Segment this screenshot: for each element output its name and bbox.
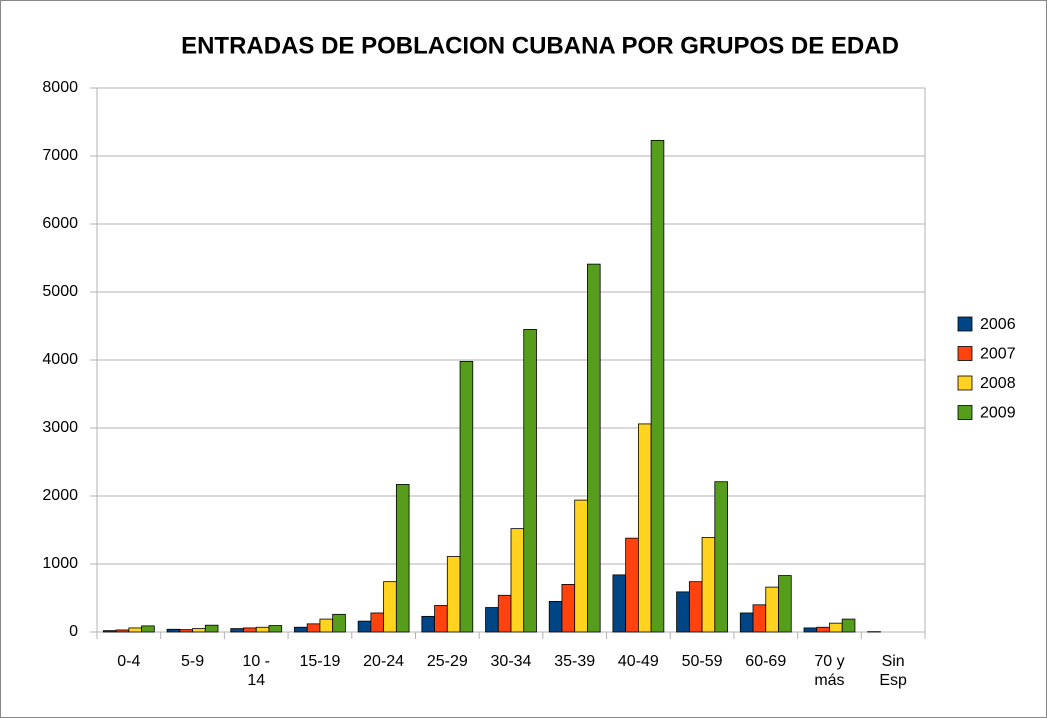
y-tick-label: 1000 xyxy=(42,555,78,572)
bar xyxy=(370,612,385,633)
bar xyxy=(255,626,270,633)
bar xyxy=(676,591,690,633)
legend-label: 2009 xyxy=(980,405,1016,422)
y-tick-label: 3000 xyxy=(42,419,78,436)
bar xyxy=(485,607,499,633)
y-tick-label: 2000 xyxy=(42,487,78,504)
x-tick-label: 50-59 xyxy=(681,653,723,670)
x-tick-label: 70 y más xyxy=(814,653,845,689)
bar xyxy=(765,586,779,633)
bar xyxy=(701,537,716,633)
bar xyxy=(204,624,219,633)
legend-swatch xyxy=(957,405,973,420)
bar xyxy=(230,628,244,633)
bar xyxy=(459,360,474,633)
legend-label: 2007 xyxy=(980,346,1016,363)
bar xyxy=(803,627,818,633)
x-tick-label: 30-34 xyxy=(490,653,532,670)
bar xyxy=(625,537,639,633)
bar xyxy=(841,618,856,633)
x-tick-label: 25-29 xyxy=(426,653,468,670)
bar xyxy=(752,604,767,633)
x-tick-label: 10 - 14 xyxy=(242,653,270,689)
y-tick-label: 0 xyxy=(69,623,78,640)
bar xyxy=(548,601,563,633)
bar xyxy=(714,481,728,633)
bar xyxy=(446,556,461,633)
bar xyxy=(637,423,652,633)
legend-label: 2008 xyxy=(980,375,1016,392)
x-tick-label: 5-9 xyxy=(180,653,205,670)
bar xyxy=(319,618,334,633)
bar xyxy=(383,581,397,633)
x-tick-label: 35-39 xyxy=(554,653,596,670)
y-tick-label: 5000 xyxy=(42,283,78,300)
legend-swatch xyxy=(957,375,973,391)
bar xyxy=(688,581,703,633)
chart-title: ENTRADAS DE POBLACION CUBANA POR GRUPOS … xyxy=(181,32,899,59)
bar xyxy=(778,575,792,633)
x-tick-label: 15-19 xyxy=(299,653,341,670)
bar xyxy=(332,613,346,633)
bar xyxy=(141,625,155,633)
bar xyxy=(816,626,830,633)
bar xyxy=(434,605,448,633)
bar xyxy=(739,612,754,633)
legend-label: 2006 xyxy=(980,316,1016,333)
x-tick-label: 0-4 xyxy=(117,653,141,670)
x-tick-label: Sin Esp xyxy=(879,653,907,689)
bar xyxy=(357,620,372,633)
bar xyxy=(587,263,601,633)
bar xyxy=(574,499,588,633)
bar xyxy=(523,328,537,633)
bar xyxy=(510,528,525,633)
bar xyxy=(128,627,142,633)
bar xyxy=(268,625,283,633)
x-tick-label: 60-69 xyxy=(745,653,787,670)
bar xyxy=(306,623,321,633)
bar xyxy=(395,484,410,633)
legend-swatch xyxy=(957,316,973,332)
bar xyxy=(243,627,257,633)
bar xyxy=(192,628,206,633)
y-tick-label: 7000 xyxy=(42,147,78,164)
y-tick-label: 8000 xyxy=(42,79,78,96)
bar xyxy=(294,626,308,633)
bar xyxy=(421,615,435,633)
bar xyxy=(612,574,627,633)
bar xyxy=(115,629,130,633)
bar xyxy=(650,139,665,633)
y-tick-label: 4000 xyxy=(42,351,78,368)
x-tick-label: 20-24 xyxy=(363,653,405,670)
bar xyxy=(179,629,193,633)
bar xyxy=(829,622,843,633)
bar xyxy=(166,628,181,633)
y-tick-label: 6000 xyxy=(42,215,78,232)
legend-swatch xyxy=(957,346,973,361)
x-tick-label: 40-49 xyxy=(617,653,659,670)
bar xyxy=(561,584,576,633)
bar xyxy=(102,630,117,633)
bar xyxy=(497,594,512,633)
